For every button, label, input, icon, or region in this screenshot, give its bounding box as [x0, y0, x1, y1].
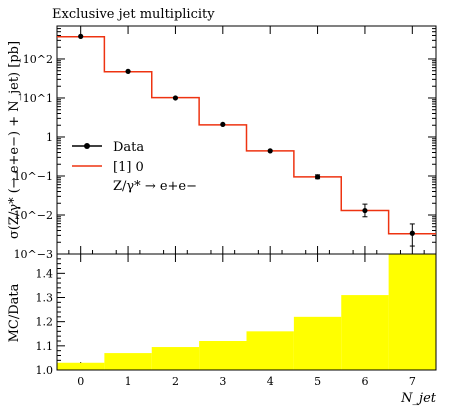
ratio-bar	[246, 331, 294, 370]
main-ytick-label: 10^1	[23, 92, 53, 105]
main-ytick-label: 10^−2	[14, 209, 53, 222]
data-point	[409, 230, 415, 236]
ratio-ylabel: MC/Data	[7, 283, 22, 342]
ratio-xtick-label: 0	[77, 375, 84, 388]
main-ytick-label: 10^−3	[14, 248, 53, 261]
legend: Data [1] 0 Z/γ* → e+e−	[72, 140, 197, 194]
ratio-bar	[57, 362, 105, 370]
ratio-xtick-label: 3	[219, 375, 226, 388]
legend-entry-process: Z/γ* → e+e−	[113, 179, 197, 194]
main-ytick-label: 1	[46, 131, 53, 144]
ratio-ytick-label: 1.1	[36, 340, 54, 353]
data-point	[362, 207, 368, 214]
data-point	[172, 95, 179, 101]
ratio-ytick-label: 1.0	[36, 364, 54, 377]
ratio-bar	[104, 353, 152, 370]
ratio-xtick-label: 1	[125, 375, 132, 388]
ratio-xtick-label: 5	[314, 375, 321, 388]
ratio-bar	[293, 316, 342, 370]
mc-histogram-line	[57, 36, 436, 235]
chart-title: Exclusive jet multiplicity	[52, 7, 215, 22]
ratio-ytick-label: 1.4	[36, 267, 54, 280]
ratio-xlabel: N_jet	[400, 391, 437, 406]
ratio-xtick-label: 4	[267, 375, 274, 388]
main-series	[57, 33, 436, 247]
legend-entry-data: Data	[113, 140, 144, 155]
data-point	[78, 33, 84, 39]
main-ylabel: σ(Z/γ* (→ e+e−) + N_jet) [pb]	[7, 41, 22, 239]
legend-entry-mc: [1] 0	[113, 160, 144, 175]
data-point	[267, 148, 273, 154]
main-axis-ticks: 10^−3 10^−2 10^−1 1 10^1 10^2	[14, 25, 436, 261]
ratio-bar	[341, 295, 389, 370]
ratio-series	[56, 253, 437, 371]
data-point	[314, 174, 321, 180]
ratio-xtick-label: 6	[361, 375, 368, 388]
ratio-ytick-label: 1.2	[36, 316, 54, 329]
ratio-bar	[388, 254, 436, 370]
ratio-xtick-label: 7	[409, 375, 416, 388]
ratio-xtick-label: 2	[172, 375, 179, 388]
ratio-ytick-label: 1.3	[36, 292, 54, 305]
ratio-frame-overlay	[56, 253, 437, 371]
data-point	[220, 121, 226, 128]
ratio-bar	[151, 347, 200, 370]
ratio-bar	[199, 341, 247, 370]
legend-data-marker	[84, 143, 90, 149]
main-ytick-label: 10^−1	[14, 170, 53, 183]
main-ytick-label: 10^2	[23, 53, 53, 66]
data-point	[125, 68, 131, 74]
